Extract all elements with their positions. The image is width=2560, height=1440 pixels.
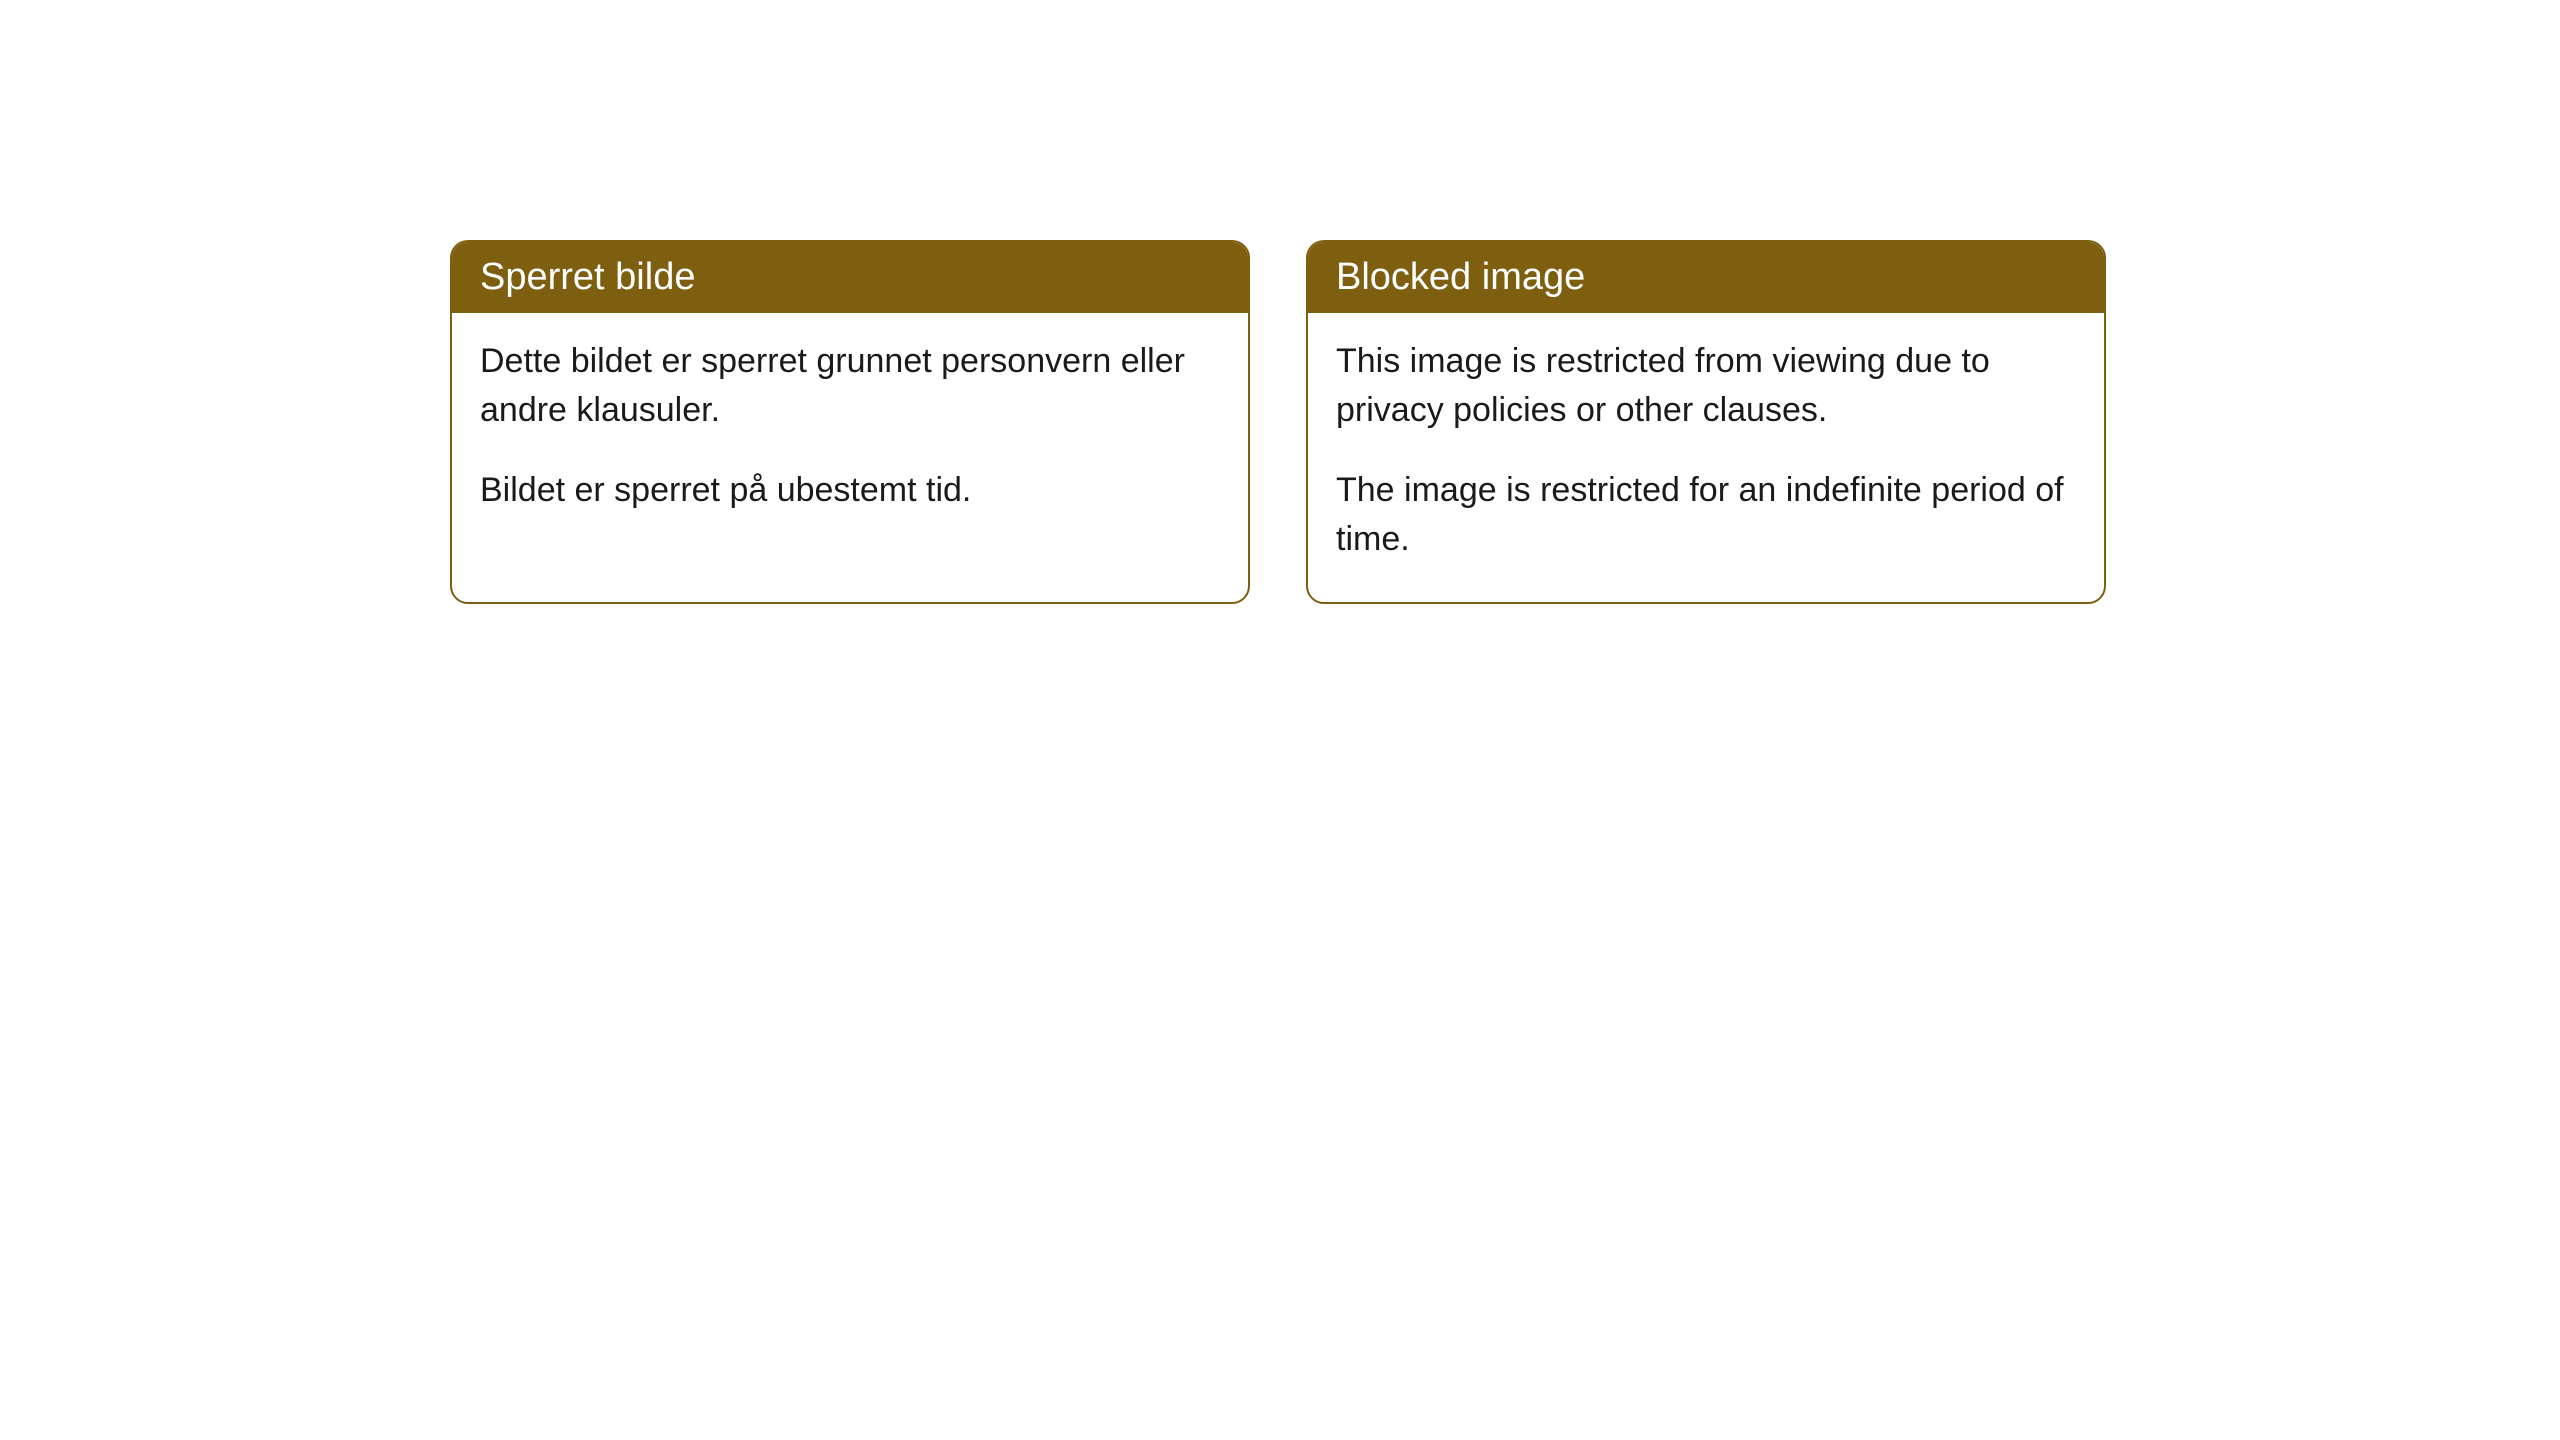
card-header: Blocked image — [1308, 242, 2104, 313]
card-paragraph: Bildet er sperret på ubestemt tid. — [480, 466, 1220, 515]
card-header: Sperret bilde — [452, 242, 1248, 313]
card-title: Sperret bilde — [480, 256, 695, 298]
notice-card-english: Blocked image This image is restricted f… — [1306, 240, 2106, 604]
notice-card-norwegian: Sperret bilde Dette bildet er sperret gr… — [450, 240, 1250, 604]
notice-cards-container: Sperret bilde Dette bildet er sperret gr… — [450, 240, 2106, 604]
card-paragraph: This image is restricted from viewing du… — [1336, 337, 2076, 436]
card-paragraph: The image is restricted for an indefinit… — [1336, 466, 2076, 565]
card-paragraph: Dette bildet er sperret grunnet personve… — [480, 337, 1220, 436]
card-body: Dette bildet er sperret grunnet personve… — [452, 313, 1248, 553]
card-title: Blocked image — [1336, 256, 1585, 298]
card-body: This image is restricted from viewing du… — [1308, 313, 2104, 602]
